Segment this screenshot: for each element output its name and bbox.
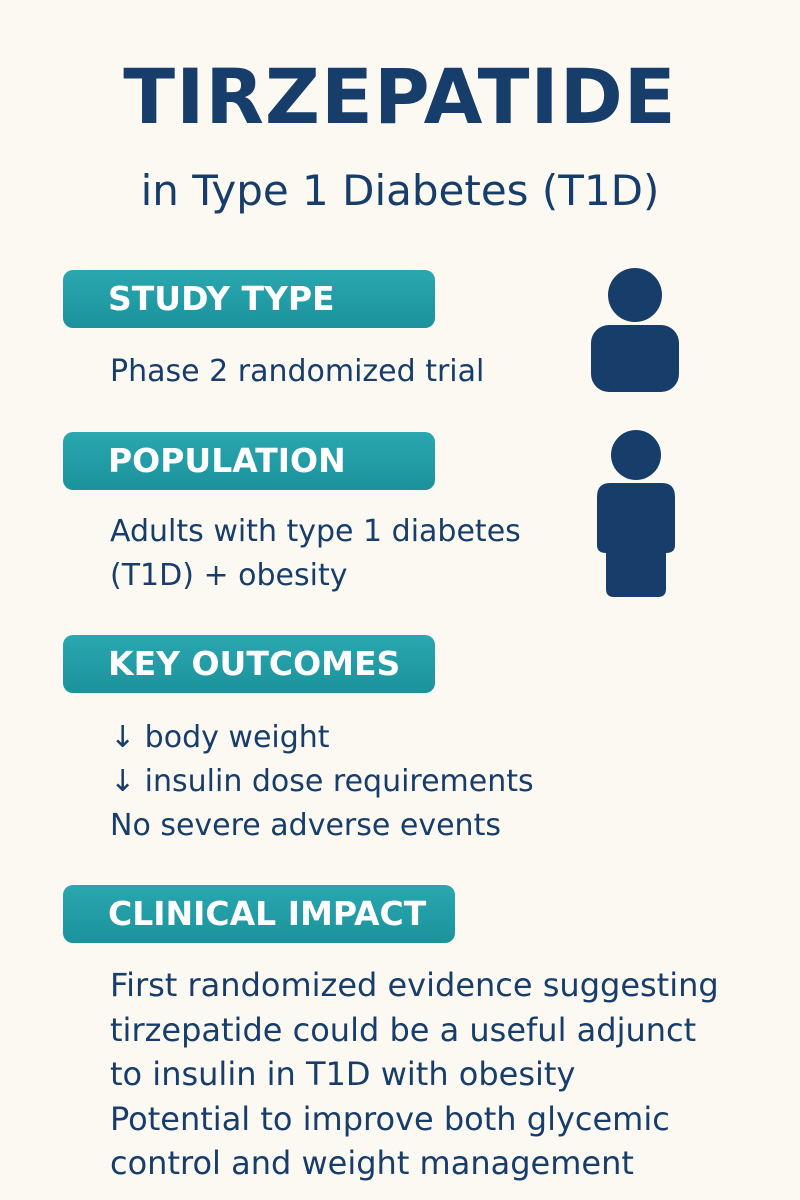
section-heading: STUDY TYPE [63, 270, 435, 328]
subtitle: in Type 1 Diabetes (T1D) [140, 166, 660, 215]
person-icon [591, 268, 679, 392]
body-text: Adults with type 1 diabetes [110, 514, 521, 549]
body-text: (T1D) + obesity [110, 558, 348, 593]
body-text: Phase 2 randomized trial [110, 354, 485, 389]
body-text: Potential to improve both glycemic [110, 1099, 670, 1138]
body-text: to insulin in T1D with obesity [110, 1055, 576, 1093]
body-text: control and weight management [110, 1144, 634, 1182]
section-heading: POPULATION [63, 432, 435, 490]
section-heading: CLINICAL IMPACT [63, 885, 455, 943]
section-heading: KEY OUTCOMES [63, 635, 435, 693]
title: TIRZEPATIDE [123, 52, 677, 141]
body-text: No severe adverse events [110, 808, 501, 843]
body-text: tirzepatide could be a useful adjunct [110, 1010, 697, 1049]
body-text: First randomized evidence suggesting [110, 966, 719, 1004]
body-text: ↓ body weight [110, 720, 330, 755]
person-icon [597, 430, 675, 597]
body-text: ↓ insulin dose requirements [110, 764, 534, 799]
